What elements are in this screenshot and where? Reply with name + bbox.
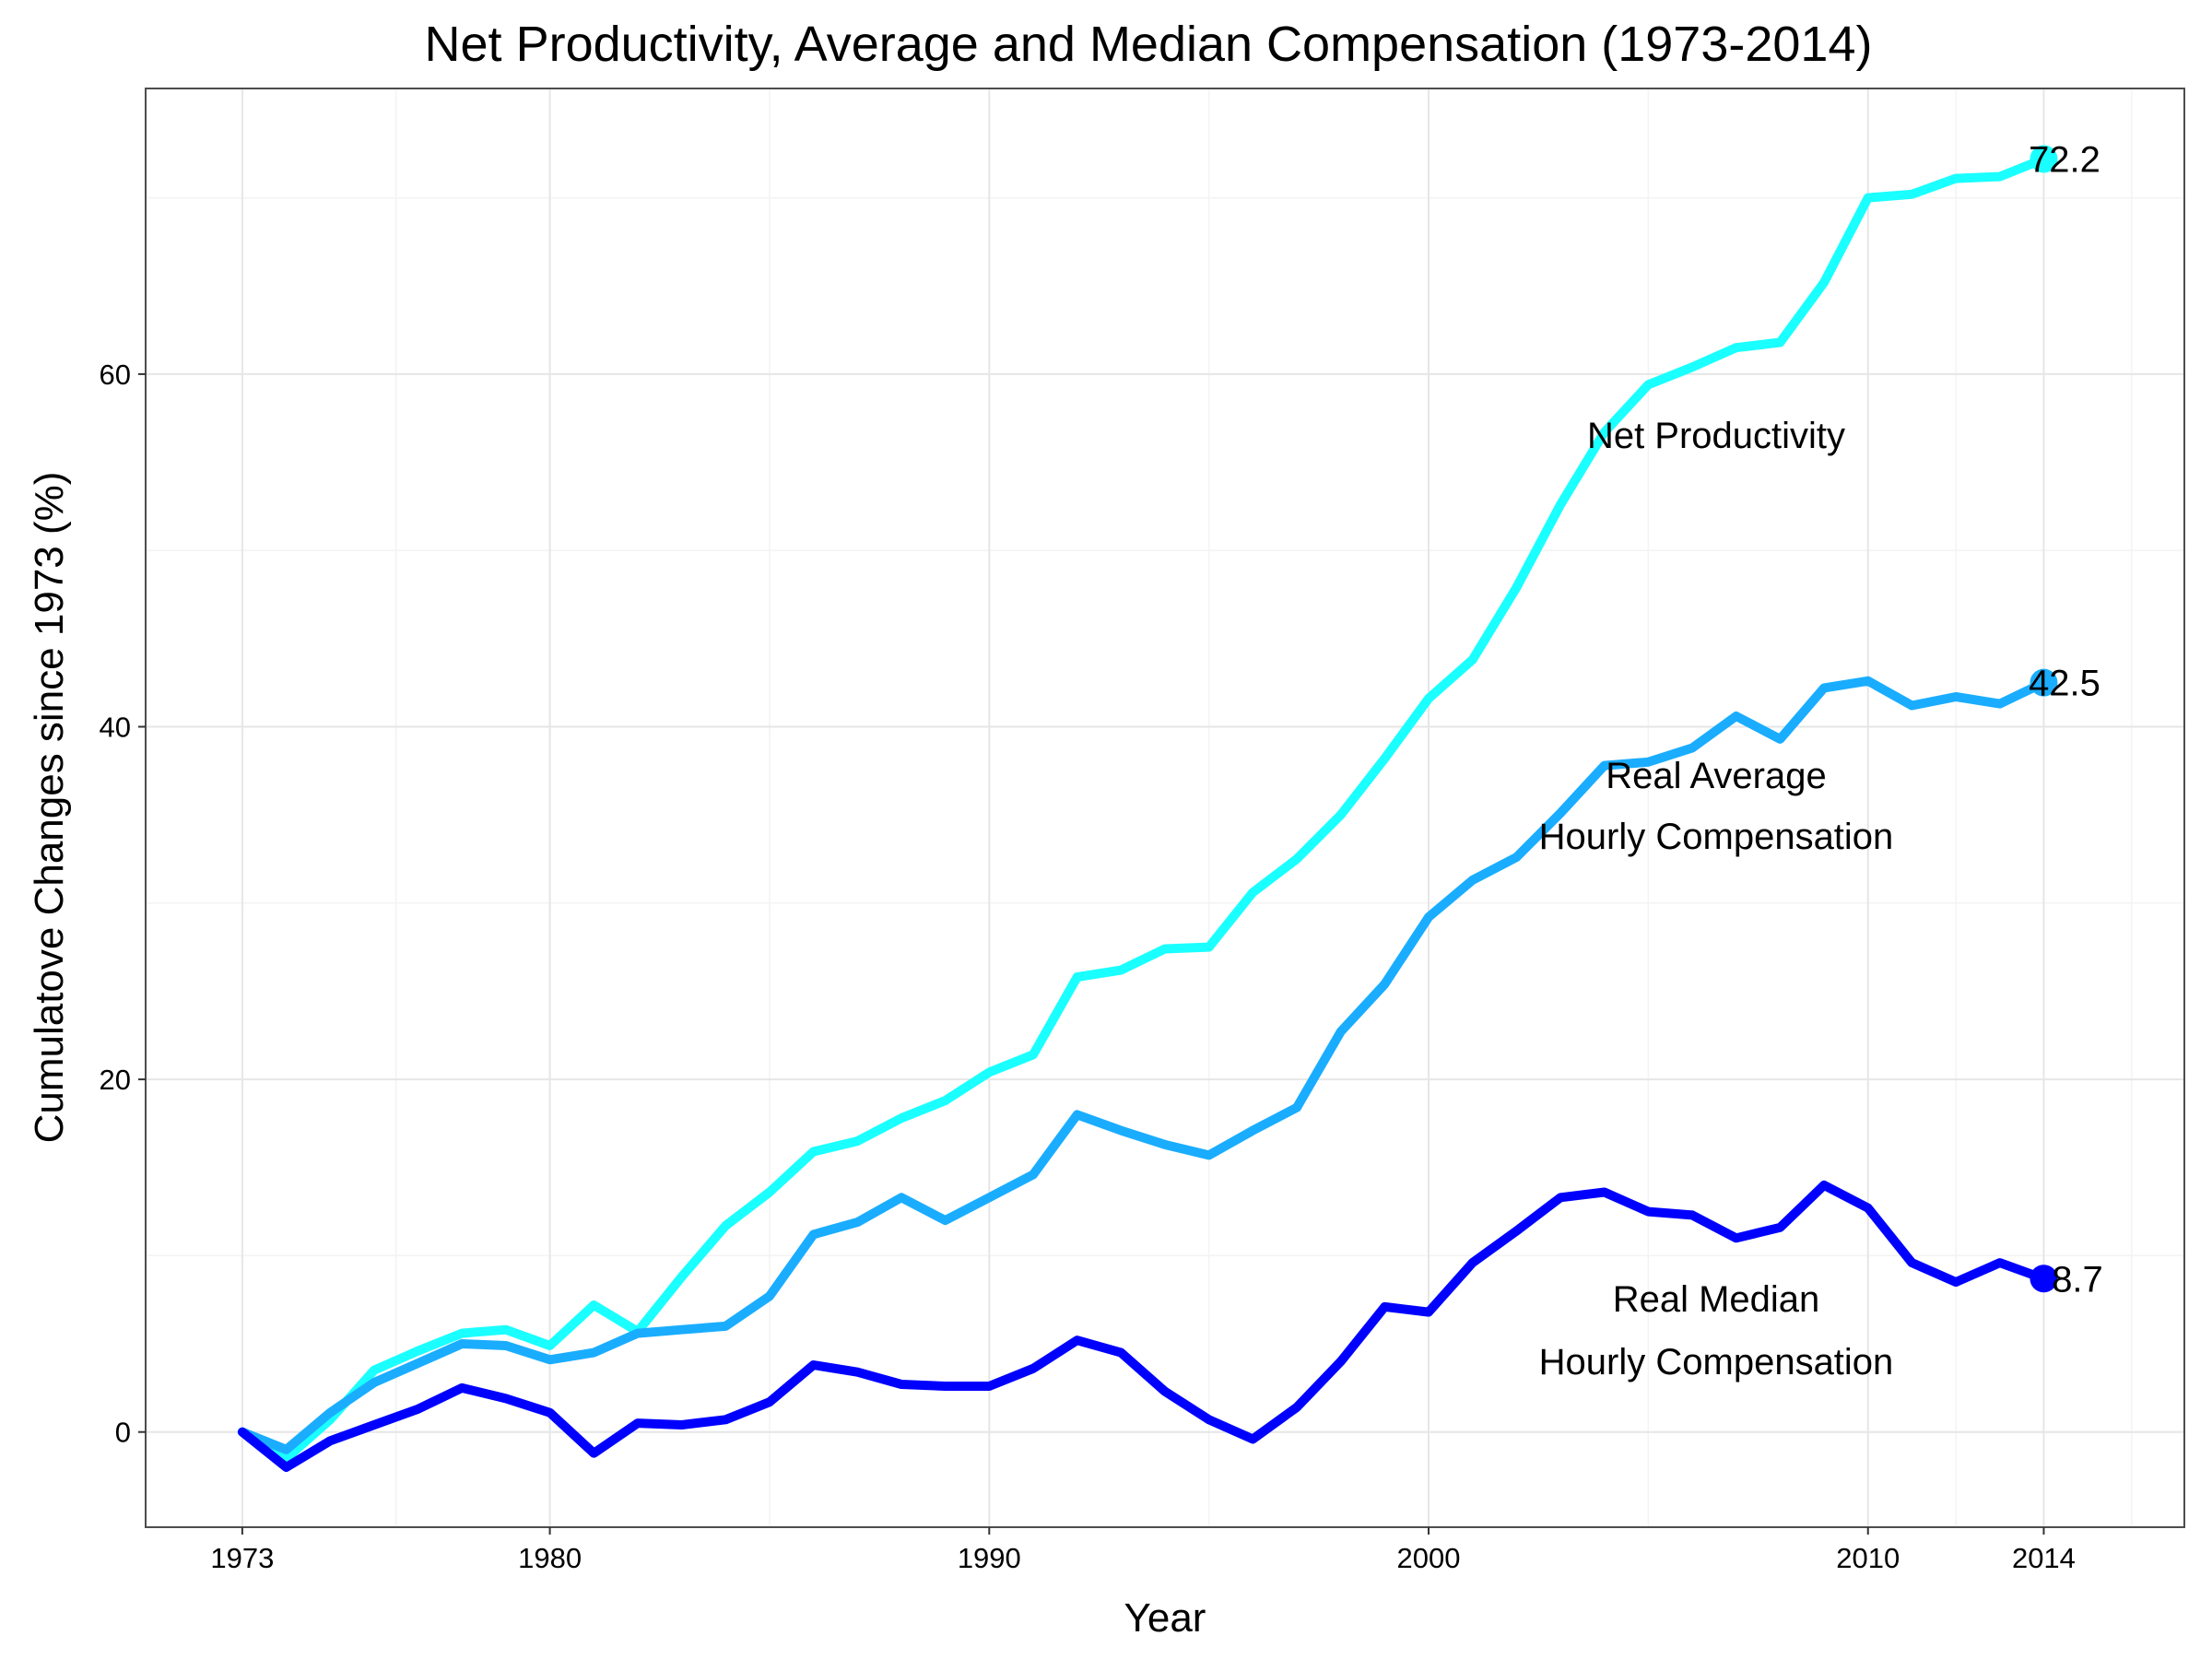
series-end-point-2	[2030, 1265, 2058, 1293]
y-tick-label: 60	[100, 359, 131, 391]
x-axis-title: Year	[1124, 1595, 1206, 1641]
y-tick-label: 20	[100, 1064, 131, 1096]
chart-title: Net Productivity, Average and Median Com…	[425, 17, 1873, 72]
series-line-1	[237, 676, 2049, 1454]
series-label-2: Hourly Compensation	[1539, 1342, 1894, 1382]
x-tick-label: 1980	[518, 1542, 582, 1574]
series-line-2	[237, 1180, 2049, 1472]
series-label-0: Net Productivity	[1587, 416, 1845, 456]
plot-panel	[145, 88, 2185, 1528]
series-end-label-0: 72.2	[2029, 140, 2100, 181]
x-tick-label: 2000	[1397, 1542, 1461, 1574]
y-axis-title: Cumulatove Changes since 1973 (%)	[27, 472, 72, 1144]
y-tick-label: 0	[115, 1417, 131, 1449]
series-end-point-1	[2030, 668, 2058, 697]
x-tick-label: 2014	[2012, 1542, 2076, 1574]
x-tick-label: 1973	[210, 1542, 274, 1574]
series-end-point-0	[2030, 145, 2058, 173]
series-end-label-2: 8.7	[2052, 1259, 2103, 1300]
grid	[146, 88, 2184, 1527]
series-line-0	[237, 154, 2049, 1464]
axis-ticks: 0 20 40 60 1973 1980 1990 2000 2010 2014	[100, 359, 2076, 1574]
labels-layer: 72.2 Net Productivity 42.5 Real Average Hour…	[1539, 140, 2103, 1382]
x-tick-label: 1990	[958, 1542, 1021, 1574]
y-tick-label: 40	[100, 712, 131, 744]
x-tick-label: 2010	[1836, 1542, 1900, 1574]
series-layer	[237, 145, 2058, 1472]
series-end-label-1: 42.5	[2029, 664, 2100, 704]
series-label-2: Real Median	[1613, 1279, 1820, 1320]
series-label-1: Real Average	[1606, 756, 1826, 796]
series-label-1: Hourly Compensation	[1539, 817, 1894, 857]
